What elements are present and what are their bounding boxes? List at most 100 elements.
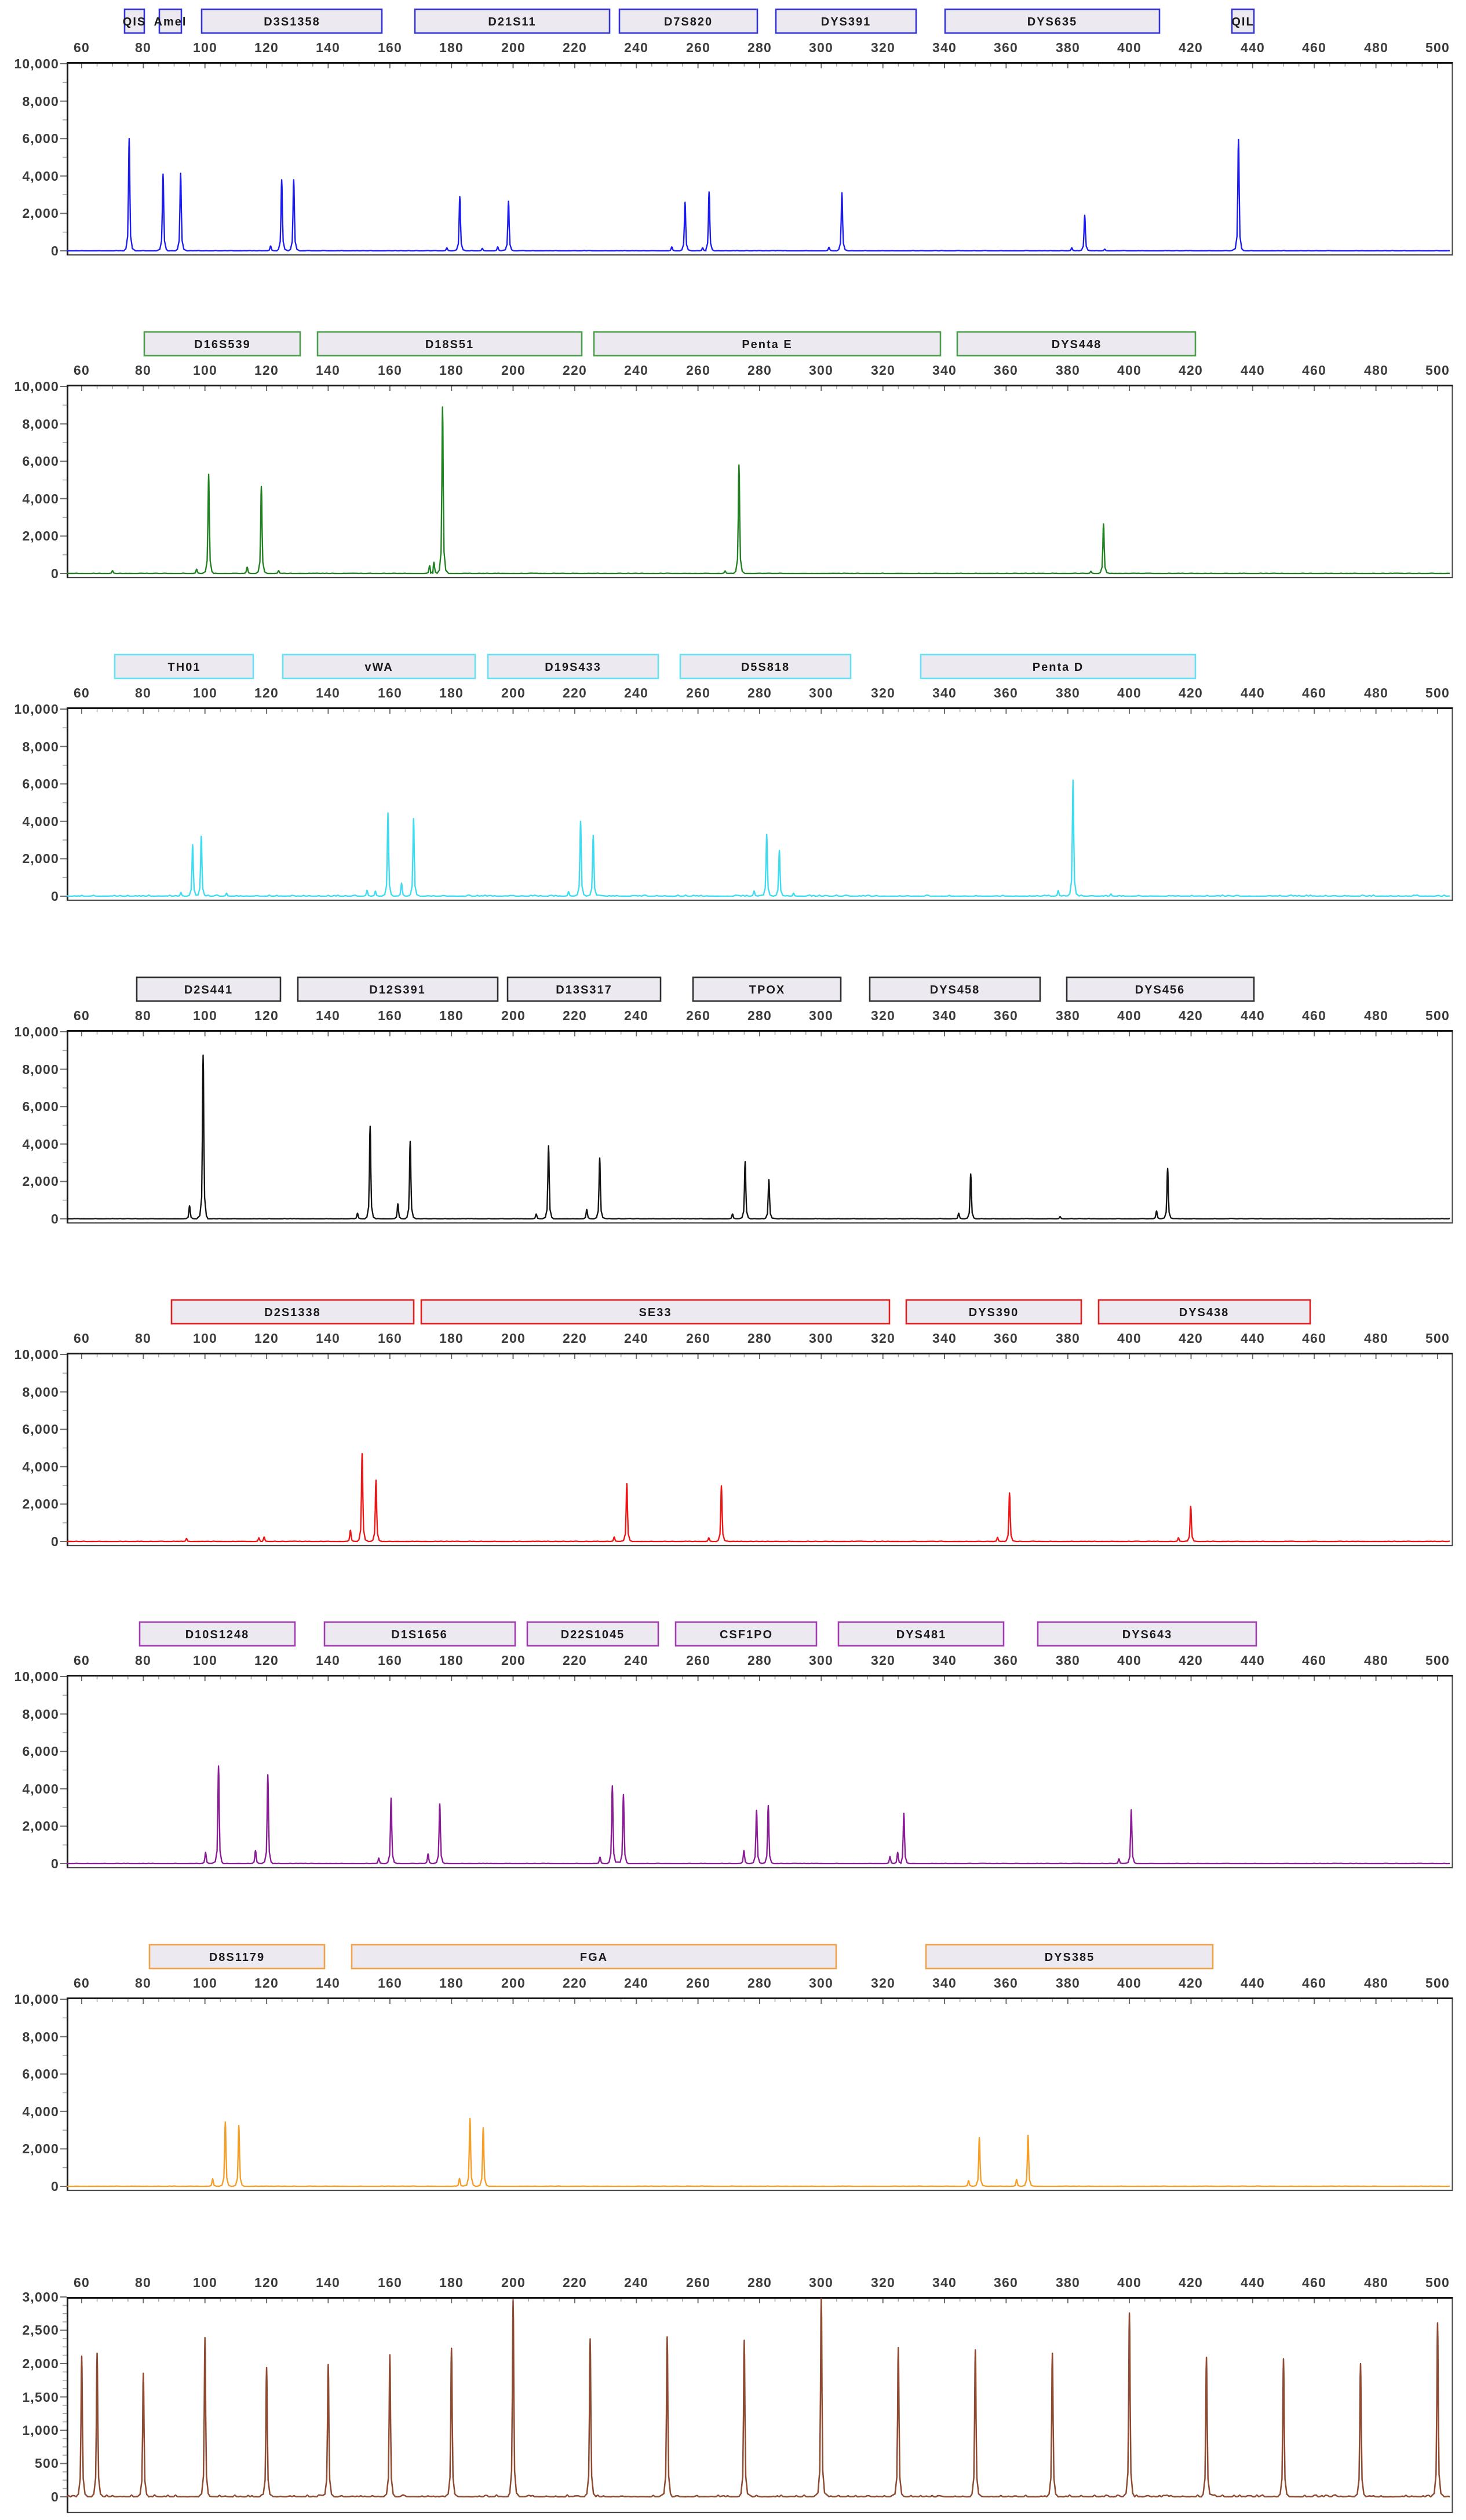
svg-text:6,000: 6,000	[22, 1744, 59, 1759]
svg-text:440: 440	[1241, 1008, 1265, 1023]
svg-text:420: 420	[1179, 685, 1203, 700]
svg-text:6,000: 6,000	[22, 2066, 59, 2081]
svg-text:400: 400	[1117, 40, 1142, 55]
svg-text:500: 500	[1425, 40, 1450, 55]
svg-text:2,000: 2,000	[22, 2356, 59, 2371]
svg-text:4,000: 4,000	[22, 491, 59, 506]
svg-text:0: 0	[51, 243, 59, 258]
svg-text:DYS390: DYS390	[969, 1306, 1019, 1319]
svg-text:500: 500	[1425, 1331, 1450, 1346]
svg-text:2,000: 2,000	[22, 528, 59, 543]
svg-text:10,000: 10,000	[14, 1024, 59, 1039]
svg-text:6,000: 6,000	[22, 1099, 59, 1114]
svg-text:8,000: 8,000	[22, 2029, 59, 2044]
svg-text:400: 400	[1117, 1331, 1142, 1346]
svg-text:80: 80	[135, 685, 151, 700]
svg-text:180: 180	[439, 363, 464, 378]
svg-text:80: 80	[135, 363, 151, 378]
svg-text:140: 140	[316, 1331, 340, 1346]
svg-text:160: 160	[378, 685, 402, 700]
svg-text:60: 60	[74, 2275, 90, 2290]
svg-text:360: 360	[994, 2275, 1018, 2290]
svg-text:300: 300	[809, 1008, 833, 1023]
svg-text:DYS635: DYS635	[1027, 16, 1078, 28]
svg-text:DYS385: DYS385	[1045, 1951, 1095, 1964]
svg-text:380: 380	[1056, 363, 1080, 378]
svg-text:4,000: 4,000	[22, 1781, 59, 1796]
svg-text:480: 480	[1364, 1331, 1388, 1346]
svg-text:400: 400	[1117, 1653, 1142, 1668]
svg-text:8,000: 8,000	[22, 739, 59, 754]
svg-text:400: 400	[1117, 363, 1142, 378]
svg-text:160: 160	[378, 1653, 402, 1668]
svg-text:4,000: 4,000	[22, 1137, 59, 1152]
svg-text:DYS481: DYS481	[896, 1628, 947, 1641]
svg-text:300: 300	[809, 363, 833, 378]
svg-text:140: 140	[316, 685, 340, 700]
svg-text:100: 100	[193, 1653, 217, 1668]
svg-text:QIS: QIS	[123, 16, 146, 28]
svg-text:240: 240	[624, 685, 648, 700]
svg-text:120: 120	[254, 1008, 279, 1023]
svg-text:10,000: 10,000	[14, 379, 59, 394]
svg-text:200: 200	[501, 1653, 526, 1668]
svg-text:0: 0	[51, 889, 59, 904]
svg-text:60: 60	[74, 1653, 90, 1668]
svg-text:380: 380	[1056, 685, 1080, 700]
svg-text:260: 260	[686, 2275, 710, 2290]
svg-text:480: 480	[1364, 685, 1388, 700]
svg-text:460: 460	[1302, 1975, 1326, 1991]
svg-text:220: 220	[563, 40, 587, 55]
svg-text:D22S1045: D22S1045	[561, 1628, 625, 1641]
svg-text:300: 300	[809, 2275, 833, 2290]
svg-text:D5S818: D5S818	[741, 661, 790, 674]
svg-text:280: 280	[747, 1653, 772, 1668]
svg-text:340: 340	[932, 1653, 957, 1668]
svg-text:420: 420	[1179, 1331, 1203, 1346]
svg-text:100: 100	[193, 1331, 217, 1346]
svg-text:180: 180	[439, 2275, 464, 2290]
svg-text:1,000: 1,000	[22, 2423, 59, 2438]
svg-text:2,000: 2,000	[22, 206, 59, 221]
svg-text:320: 320	[871, 40, 895, 55]
svg-text:180: 180	[439, 1008, 464, 1023]
svg-text:400: 400	[1117, 2275, 1142, 2290]
svg-text:220: 220	[563, 1008, 587, 1023]
svg-text:140: 140	[316, 1653, 340, 1668]
svg-text:120: 120	[254, 363, 279, 378]
svg-text:460: 460	[1302, 1008, 1326, 1023]
svg-text:D2S1338: D2S1338	[264, 1306, 320, 1319]
svg-text:FGA: FGA	[580, 1951, 608, 1964]
svg-text:280: 280	[747, 2275, 772, 2290]
svg-text:420: 420	[1179, 1008, 1203, 1023]
svg-text:140: 140	[316, 1975, 340, 1991]
svg-text:380: 380	[1056, 40, 1080, 55]
svg-text:2,500: 2,500	[22, 2322, 59, 2338]
svg-text:180: 180	[439, 1331, 464, 1346]
svg-text:200: 200	[501, 1975, 526, 1991]
svg-text:320: 320	[871, 685, 895, 700]
svg-text:420: 420	[1179, 40, 1203, 55]
svg-text:360: 360	[994, 685, 1018, 700]
svg-text:240: 240	[624, 1975, 648, 1991]
svg-text:280: 280	[747, 1008, 772, 1023]
svg-text:320: 320	[871, 1331, 895, 1346]
svg-text:180: 180	[439, 685, 464, 700]
svg-text:500: 500	[1425, 1975, 1450, 1991]
svg-text:60: 60	[74, 1008, 90, 1023]
svg-text:420: 420	[1179, 2275, 1203, 2290]
svg-text:380: 380	[1056, 1008, 1080, 1023]
svg-text:200: 200	[501, 1008, 526, 1023]
svg-text:60: 60	[74, 1975, 90, 1991]
svg-text:6,000: 6,000	[22, 131, 59, 146]
svg-text:280: 280	[747, 685, 772, 700]
svg-text:100: 100	[193, 685, 217, 700]
svg-text:80: 80	[135, 1653, 151, 1668]
svg-text:160: 160	[378, 363, 402, 378]
svg-text:2,000: 2,000	[22, 1818, 59, 1834]
svg-text:60: 60	[74, 685, 90, 700]
svg-text:460: 460	[1302, 363, 1326, 378]
svg-text:DYS643: DYS643	[1122, 1628, 1173, 1641]
svg-text:2,000: 2,000	[22, 1496, 59, 1511]
svg-text:300: 300	[809, 40, 833, 55]
